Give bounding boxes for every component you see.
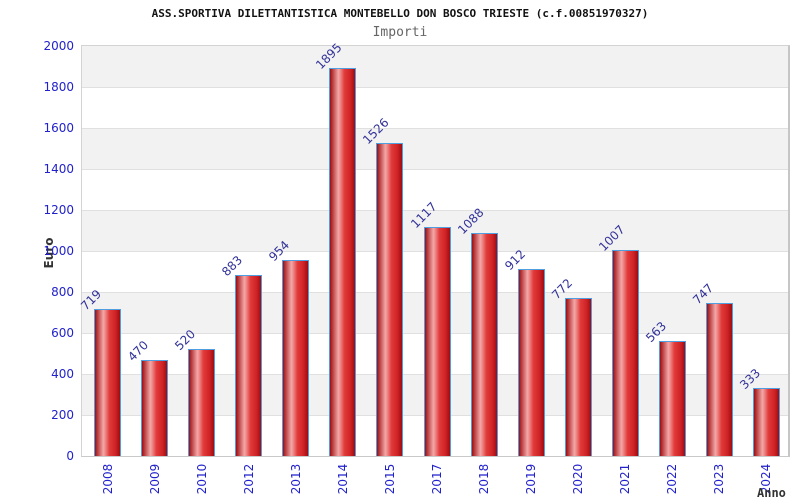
x-tick-2022: 2022 [665,463,680,495]
y-tick-1800: 1800 [43,79,74,94]
bar-2020 [564,297,592,456]
x-tick-2017: 2017 [430,463,444,495]
plot-area: 719 470 520 883 954 1895 1526 1117 1088 912 772 100… [78,40,790,457]
bar-2021 [611,249,639,456]
y-tick-1600: 1600 [43,120,74,135]
bar-2009 [141,359,169,456]
gridline [82,210,788,211]
bar-2022 [658,340,686,456]
x-tick-2023: 2023 [712,463,727,495]
bar-2008 [94,308,122,456]
y-tick-0: 0 [66,448,74,463]
x-tick-2012: 2012 [241,463,256,495]
y-tick-2000: 2000 [43,38,74,53]
y-tick-1000: 1000 [43,243,74,258]
gridline [82,87,788,88]
y-tick-800: 800 [51,284,74,299]
bar-2024 [752,387,780,456]
chart-title: ASS.SPORTIVA DILETTANTISTICA MONTEBELLO … [151,7,649,20]
x-tick-2019: 2019 [524,463,539,495]
bar-2014 [329,67,357,456]
x-axis-title: Anno [757,486,786,500]
bar-2012 [235,275,263,456]
y-tick-1200: 1200 [43,202,74,217]
bar-2010 [188,349,216,456]
x-tick-2020: 2020 [571,463,586,495]
bar-2018 [470,232,498,456]
x-tick-2009: 2009 [147,463,162,495]
y-tick-200: 200 [51,407,74,422]
grid-band [82,128,788,169]
y-tick-1400: 1400 [43,161,74,176]
bar-2023 [705,302,733,456]
x-tick-2021: 2021 [618,463,633,495]
y-tick-600: 600 [51,325,74,340]
bar-2015 [376,143,404,456]
x-tick-2010: 2010 [194,463,209,495]
y-tick-400: 400 [51,366,74,381]
gridline [82,169,788,170]
bar-2013 [282,260,310,456]
gridline [82,128,788,129]
chart-subtitle: Importi [372,25,428,40]
x-tick-2015: 2015 [382,463,397,495]
grid-band [82,46,788,87]
x-tick-2014: 2014 [335,463,350,495]
x-tick-2018: 2018 [477,463,492,495]
bar-2019 [517,269,545,456]
x-tick-2013: 2013 [288,463,303,495]
x-tick-2008: 2008 [100,463,115,495]
bar-2017 [423,227,451,456]
